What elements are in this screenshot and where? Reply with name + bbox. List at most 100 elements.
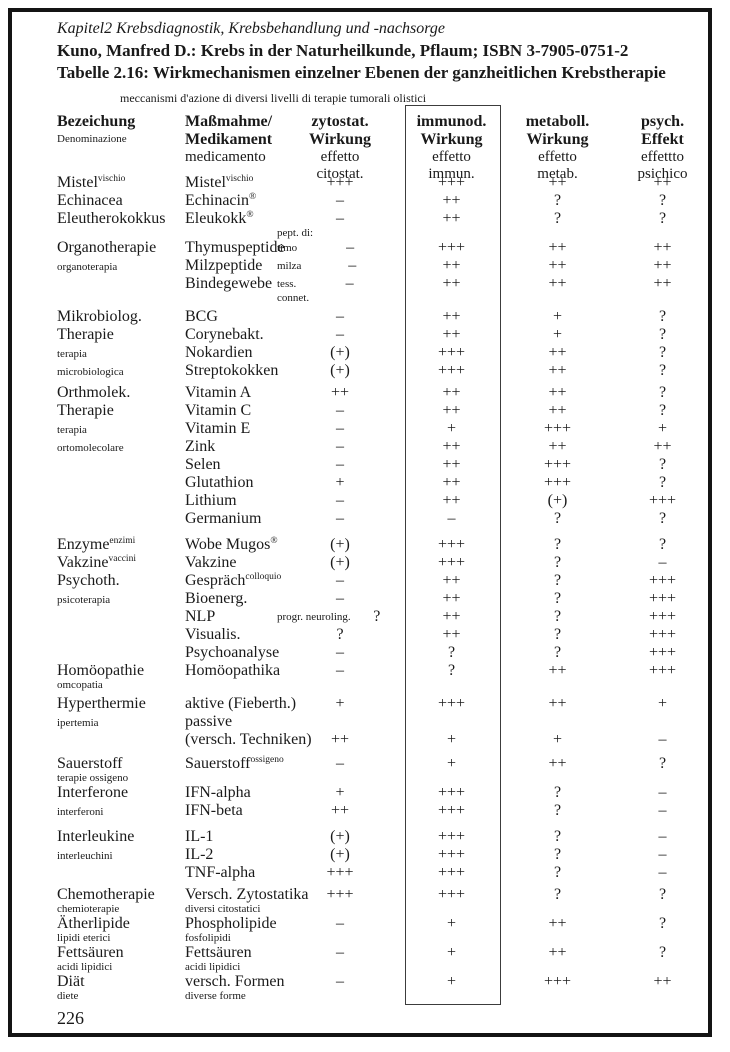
therapy-name-cell: Enzymeenzimi bbox=[57, 536, 136, 553]
therapy-name-cell: interferoni bbox=[57, 806, 104, 818]
value-immunod: +++ bbox=[437, 362, 466, 379]
value-immunod bbox=[403, 680, 500, 691]
value-zytostat: – bbox=[336, 326, 344, 343]
superscript-note: colloquio bbox=[245, 572, 282, 582]
zytostat-cell: (+) bbox=[277, 536, 403, 554]
therapy-name-cell bbox=[57, 228, 185, 239]
value-metaboll: ++ bbox=[548, 257, 567, 274]
therapy-name-cell: chemioterapie bbox=[57, 903, 120, 915]
measure-cell: aktive (Fieberth.) bbox=[185, 695, 297, 712]
value-zytostat bbox=[277, 713, 403, 732]
table-row: Eleutherokokkus Eleukokk® – ++?? bbox=[57, 210, 710, 228]
value-metaboll: +++ bbox=[543, 456, 572, 473]
value-zytostat bbox=[313, 228, 403, 239]
value-metaboll: ? bbox=[553, 590, 562, 607]
value-zytostat: ++ bbox=[330, 731, 350, 748]
value-immunod bbox=[403, 713, 500, 732]
value-psych: – bbox=[658, 802, 667, 819]
zytostat-cell: (+) bbox=[277, 362, 403, 381]
table-row: organoterapia Milzpeptide milza – ++ ++ ++ bbox=[57, 257, 710, 275]
value-psych: + bbox=[657, 420, 668, 437]
therapy-name-cell: terapia bbox=[57, 348, 87, 360]
therapy-name-cell: omcopatia bbox=[57, 679, 103, 691]
table-row: diete diverse forme bbox=[57, 991, 710, 1002]
superscript-note: ® bbox=[248, 192, 257, 202]
page-border bbox=[8, 8, 712, 1037]
value-psych: ? bbox=[658, 915, 667, 932]
value-immunod: ++ bbox=[442, 438, 461, 455]
value-immunod: ++ bbox=[442, 572, 461, 589]
table-row: Psychoanalyse –?? +++ bbox=[57, 644, 710, 662]
therapy-name-cell bbox=[57, 456, 185, 474]
column-subtitle: effetto bbox=[432, 149, 471, 165]
value-zytostat: – bbox=[336, 973, 344, 990]
value-immunod: + bbox=[446, 915, 457, 932]
superscript-note: vischio bbox=[225, 174, 254, 184]
value-zytostat bbox=[277, 991, 403, 1002]
zytostat-cell: – bbox=[277, 326, 403, 344]
measure-cell: BCG bbox=[185, 308, 218, 325]
value-metaboll: + bbox=[552, 326, 563, 343]
value-immunod: ++ bbox=[442, 257, 461, 274]
therapy-name-cell: Chemotherapie bbox=[57, 886, 155, 903]
zytostat-cell: pept. di: bbox=[277, 228, 403, 239]
value-psych: ? bbox=[658, 308, 667, 325]
value-zytostat: +++ bbox=[326, 174, 354, 191]
zytostat-cell: timo – bbox=[277, 239, 403, 257]
zytostat-cell: tess. – bbox=[277, 275, 403, 293]
value-metaboll: ? bbox=[553, 510, 562, 527]
table-row: Ätherlipide Phospholipide – + ++? bbox=[57, 915, 710, 933]
value-psych: – bbox=[658, 846, 667, 863]
value-metaboll: ++ bbox=[548, 362, 567, 379]
measure-cell: Echinacin® bbox=[185, 192, 257, 209]
value-immunod: +++ bbox=[437, 828, 466, 845]
value-psych: ? bbox=[658, 474, 667, 491]
measure-cell: Versch. Zytostatika bbox=[185, 886, 309, 903]
value-metaboll: +++ bbox=[543, 420, 572, 437]
therapy-name-cell bbox=[57, 626, 185, 644]
measure-cell: IFN-beta bbox=[185, 802, 243, 819]
measure-cell: Gesprächcolloquio bbox=[185, 572, 282, 589]
value-zytostat: ? bbox=[373, 608, 381, 625]
zytostat-cell: milza – bbox=[277, 257, 403, 276]
value-immunod: ? bbox=[447, 644, 456, 661]
therapy-name-cell: Interleukine bbox=[57, 828, 135, 845]
value-immunod: ++ bbox=[442, 308, 461, 325]
column-title: Medikament bbox=[185, 131, 273, 148]
measure-cell: Psychoanalyse bbox=[185, 644, 280, 661]
value-zytostat: + bbox=[335, 695, 345, 712]
column-title: Wirkung bbox=[309, 131, 371, 148]
measure-cell: Visualis. bbox=[185, 626, 241, 643]
table-row: Vakzinevaccini Vakzine (+) +++? – bbox=[57, 554, 710, 572]
column-subtitle: metab. bbox=[537, 166, 578, 182]
value-psych: ? bbox=[658, 344, 667, 361]
value-metaboll: ? bbox=[553, 644, 562, 661]
zytostat-cell bbox=[277, 680, 403, 691]
value-metaboll: ? bbox=[553, 828, 562, 845]
table-row: Echinacea Echinacin® – ++?? bbox=[57, 192, 710, 210]
therapy-name-cell: interleuchini bbox=[57, 850, 113, 862]
value-zytostat: – bbox=[346, 239, 355, 256]
measure-cell: acidi lipidici bbox=[185, 961, 241, 973]
therapy-name-cell: Psychoth. bbox=[57, 572, 120, 589]
zytostat-cell: – bbox=[277, 662, 403, 680]
zytostat-cell: (+) bbox=[277, 554, 403, 572]
table-row: (versch. Techniken) ++ + + – bbox=[57, 731, 710, 749]
column-subtitle: effettto bbox=[640, 149, 685, 165]
table-body: Mistelvischio Mistelvischio +++ +++ ++ ++ Echi… bbox=[57, 174, 710, 1002]
therapy-name-cell bbox=[57, 731, 185, 749]
therapy-name-cell: Interferone bbox=[57, 784, 129, 801]
measure-cell: diversi citostatici bbox=[185, 903, 261, 915]
value-zytostat bbox=[277, 904, 403, 915]
annotation: pept. di: bbox=[277, 227, 314, 239]
chapter-title: Kapitel2 Krebsdiagnostik, Krebsbehandlun… bbox=[57, 20, 445, 37]
value-zytostat bbox=[309, 293, 403, 304]
zytostat-cell: – bbox=[277, 510, 403, 528]
value-immunod: +++ bbox=[437, 864, 466, 881]
zytostat-cell: progr. neuroling.? bbox=[277, 608, 403, 626]
measure-cell: passive bbox=[185, 713, 233, 730]
value-psych: – bbox=[658, 554, 667, 571]
value-psych bbox=[615, 773, 710, 784]
value-immunod: – bbox=[447, 510, 456, 527]
measure-cell: IL-2 bbox=[185, 846, 214, 863]
